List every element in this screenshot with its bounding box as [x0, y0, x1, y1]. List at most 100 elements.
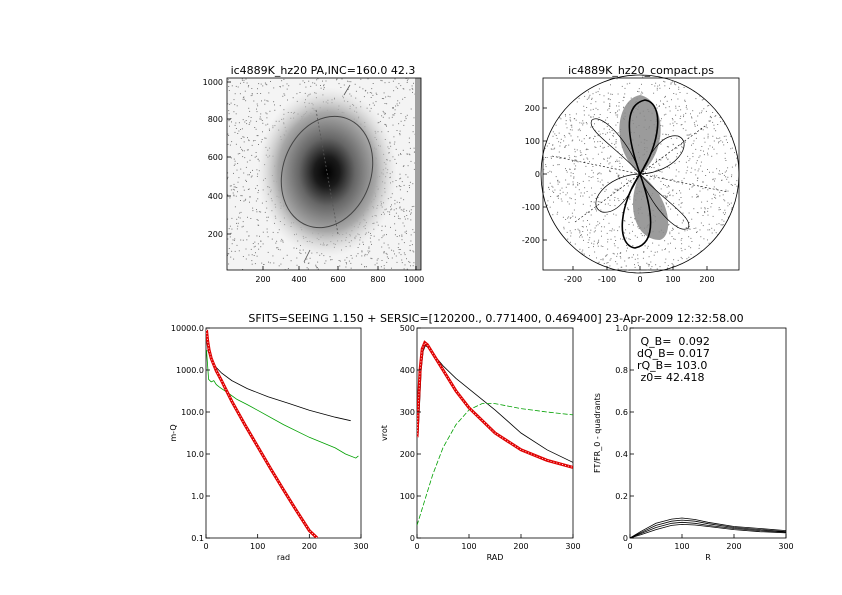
noise-pixel [282, 240, 284, 242]
deprojected-pixel [640, 93, 642, 95]
noise-pixel [305, 86, 307, 88]
deprojected-pixel [665, 196, 667, 198]
noise-pixel [394, 234, 396, 236]
deprojected-pixel [573, 209, 575, 211]
deprojected-pixel [579, 230, 581, 232]
x-tick-label: 0 [627, 542, 632, 551]
deprojected-pixel [641, 91, 643, 93]
deprojected-pixel [609, 259, 611, 261]
deprojected-pixel [714, 180, 715, 182]
noise-pixel [237, 133, 239, 134]
noise-pixel [250, 171, 251, 173]
noise-pixel [254, 263, 256, 265]
deprojected-pixel [609, 169, 611, 171]
deprojected-pixel [692, 152, 694, 154]
noise-pixel [284, 94, 286, 96]
noise-pixel [413, 251, 415, 253]
deprojected-pixel [589, 137, 591, 139]
deprojected-pixel [543, 168, 545, 170]
deprojected-pixel [558, 141, 560, 143]
deprojected-pixel [575, 186, 577, 188]
deprojected-pixel [692, 143, 694, 145]
deprojected-pixel [551, 185, 553, 187]
noise-pixel [227, 254, 228, 256]
deprojected-pixel [619, 178, 621, 180]
noise-pixel [274, 104, 275, 106]
image-y-tick: 400 [208, 192, 223, 201]
deprojected-pixel [613, 213, 615, 215]
deprojected-pixel [592, 158, 594, 160]
noise-pixel [246, 123, 248, 125]
deprojected-pixel [576, 101, 578, 103]
noise-pixel [251, 254, 253, 256]
noise-pixel [372, 102, 374, 104]
noise-pixel [243, 136, 245, 138]
deprojected-pixel [601, 235, 602, 237]
deprojected-pixel [588, 180, 590, 182]
deprojected-pixel [592, 116, 594, 118]
deprojected-pixel [583, 192, 585, 194]
deprojected-pixel [711, 155, 713, 157]
noise-pixel [231, 217, 233, 219]
deprojected-pixel [668, 167, 670, 169]
deprojected-pixel [574, 160, 576, 162]
noise-pixel [236, 228, 238, 230]
noise-pixel [406, 80, 408, 82]
noise-pixel [404, 216, 406, 218]
deprojected-pixel [613, 243, 615, 245]
deprojected-pixel [715, 130, 717, 132]
noise-pixel [248, 139, 250, 141]
deprojected-pixel [550, 196, 552, 197]
deprojected-pixel [659, 105, 660, 107]
noise-pixel [412, 91, 413, 93]
deprojected-pixel [702, 181, 704, 183]
deprojected-pixel [681, 143, 682, 145]
deprojected-pixel [667, 146, 669, 148]
deprojected-pixel [600, 173, 602, 175]
deprojected-pixel [597, 262, 599, 264]
deprojected-pixel [600, 187, 602, 189]
deprojected-pixel [574, 169, 576, 170]
deprojected-pixel [582, 180, 584, 182]
deprojected-pixel [703, 238, 705, 240]
deprojected-pixel [666, 203, 667, 205]
deprojected-pixel [606, 232, 608, 234]
deprojected-pixel [664, 85, 666, 87]
pa-tick-bottom [303, 249, 311, 263]
deprojected-pixel [671, 263, 673, 265]
deprojected-pixel [721, 219, 723, 221]
noise-pixel [403, 165, 405, 167]
noise-pixel [354, 83, 356, 85]
deprojected-pixel [675, 175, 677, 177]
deprojected-pixel [632, 245, 634, 247]
noise-pixel [400, 113, 402, 114]
noise-pixel [238, 250, 240, 252]
noise-pixel [406, 82, 408, 83]
noise-pixel [364, 255, 366, 257]
deprojected-pixel [675, 208, 677, 209]
deprojected-pixel [688, 245, 690, 247]
deprojected-pixel [708, 105, 710, 106]
noise-pixel [361, 263, 363, 265]
noise-pixel [404, 254, 406, 256]
deprojected-pixel [619, 252, 621, 254]
noise-pixel [375, 92, 377, 94]
deprojected-pixel [607, 145, 609, 147]
deprojected-pixel [712, 135, 714, 137]
noise-pixel [254, 140, 256, 141]
deprojected-pixel [614, 245, 616, 247]
noise-pixel [411, 244, 413, 246]
deprojected-pixel [589, 223, 591, 225]
noise-pixel [242, 225, 244, 227]
deprojected-pixel [582, 124, 584, 126]
deprojected-pixel [611, 228, 613, 230]
deprojected-pixel [609, 199, 611, 201]
deprojected-pixel [681, 258, 683, 260]
deprojected-pixel [585, 122, 587, 123]
noise-pixel [317, 268, 319, 270]
deprojected-pixel [556, 137, 558, 139]
deprojected-pixel [721, 179, 722, 181]
deprojected-pixel [676, 137, 678, 139]
noise-pixel [346, 257, 348, 259]
noise-pixel [240, 168, 242, 170]
